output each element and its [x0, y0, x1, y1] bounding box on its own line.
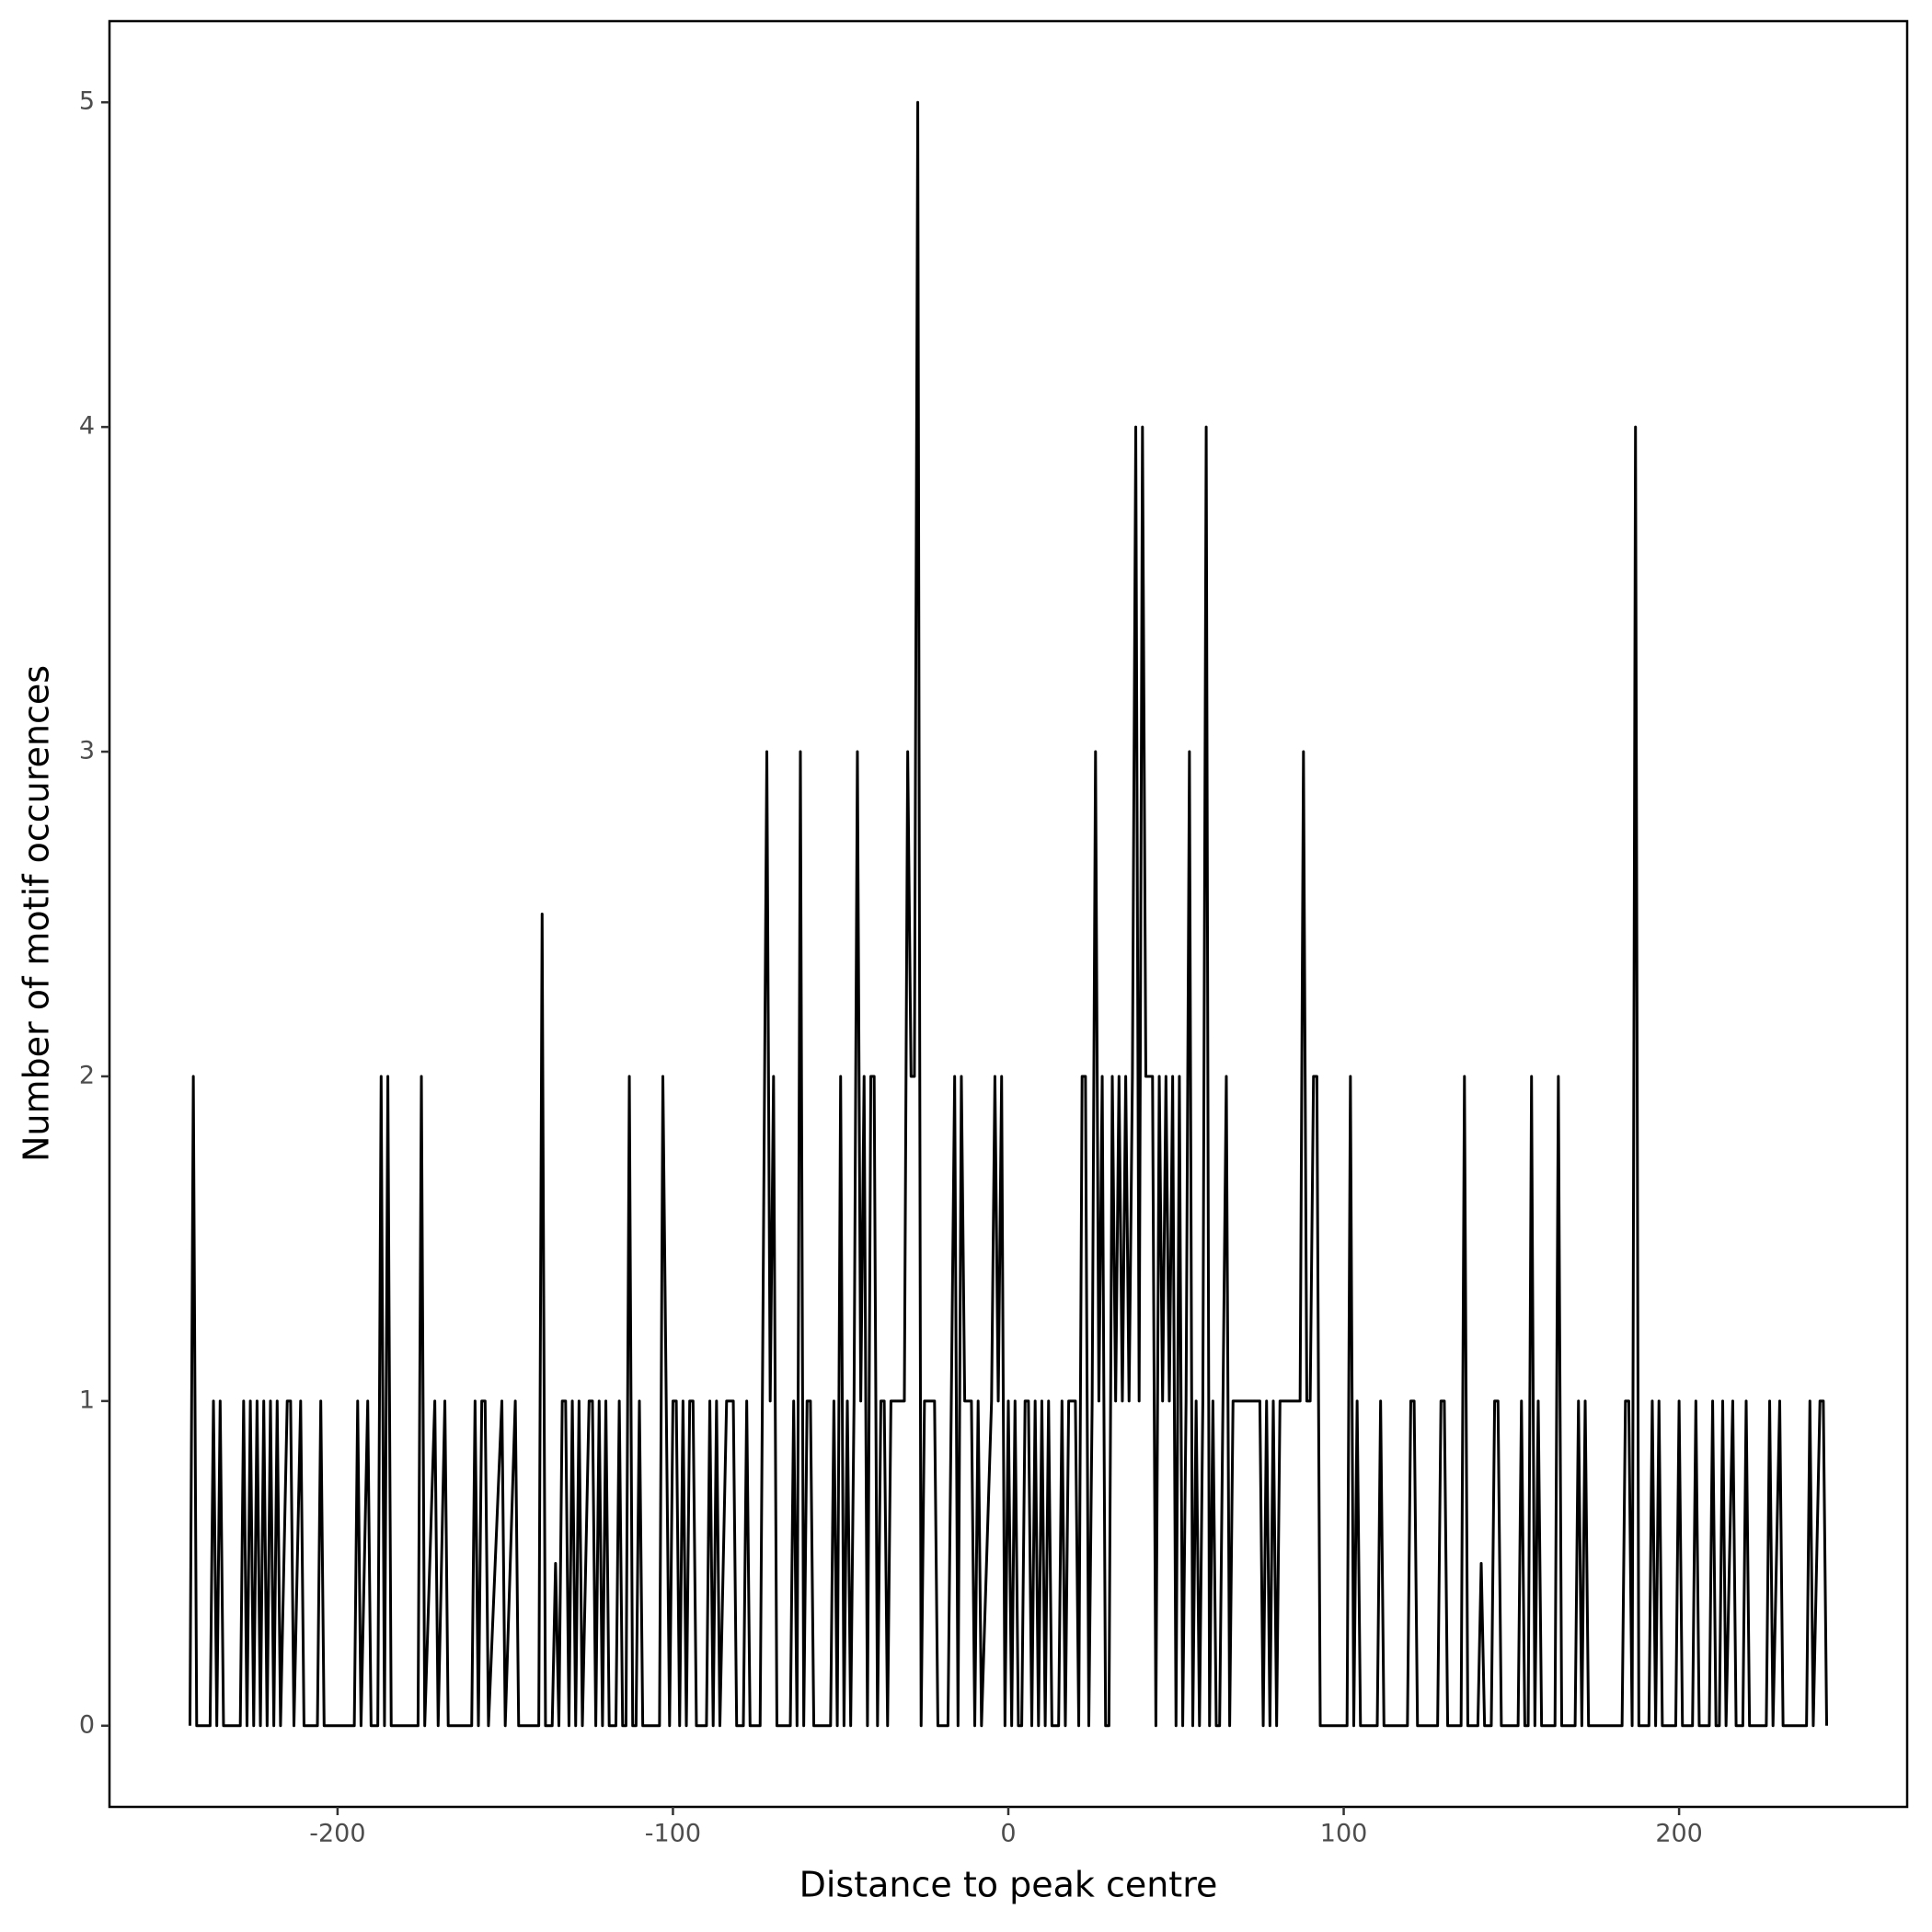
- x-tick-label: -100: [645, 1820, 701, 1848]
- y-tick-label: 3: [79, 737, 95, 765]
- y-tick-label: 0: [79, 1710, 95, 1739]
- y-tick-label: 4: [79, 412, 95, 441]
- y-tick-label: 1: [79, 1386, 95, 1414]
- x-tick-label: 100: [1320, 1820, 1368, 1848]
- y-tick-label: 2: [79, 1061, 95, 1089]
- x-tick-label: -200: [309, 1820, 365, 1848]
- x-tick-label: 0: [1000, 1820, 1016, 1848]
- y-tick-label: 5: [79, 87, 95, 116]
- data-line: [188, 100, 1829, 1728]
- x-axis-title: Distance to peak centre: [799, 1865, 1218, 1905]
- y-axis-title: Number of motif occurences: [17, 665, 57, 1162]
- x-tick-label: 200: [1655, 1820, 1703, 1848]
